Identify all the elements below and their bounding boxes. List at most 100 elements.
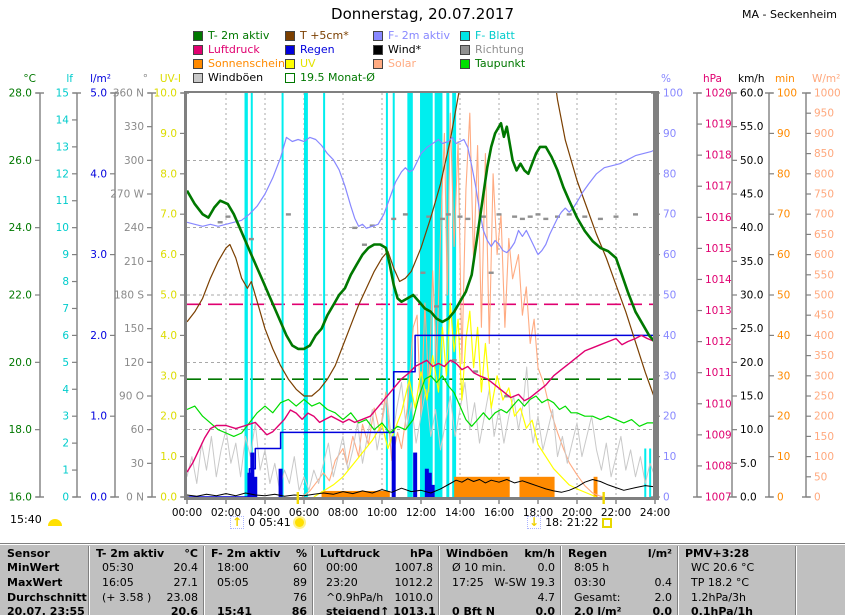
axis-tick-label: 650 [814,229,834,241]
axis-tick-label: 180 S [114,290,144,302]
axis-tick-label: 1009 [705,429,732,441]
axis-tick-label: 210 [124,256,144,268]
axis-tick-label: 20.0 [9,357,32,369]
axis-tick-label: 1015 [705,243,732,255]
sunrise-time: 05:41 [259,516,291,529]
axis-tick-label: 2.0 [90,330,107,342]
series-span-leaf-wetness [452,93,457,497]
col-header-5: Regen l/m² [560,546,677,561]
series-bar-rain-bars [253,476,258,497]
table-cell: TP 18.2 °C [677,575,795,590]
legend-item-taupunkt: Taupunkt [460,58,525,70]
axis-tick-label: 11 [56,195,69,207]
legend-item-regen: Regen [285,44,335,56]
x-tick-label: 00:00 [172,507,202,519]
axis-tick-label: 1000 [814,88,841,100]
table-cell: 05:30 20.4 [88,560,203,576]
axis-tick-label: 25.0 [740,323,763,335]
axis-tick-label: 10.0 [740,424,763,436]
axis-tick-label: 45.0 [740,189,763,201]
series-uv [313,302,597,497]
series-dot-wind-direction [352,226,358,230]
series-dot-wind-direction [445,213,451,216]
legend-label: F- Blatt [475,29,515,42]
series-span-sunshine [321,490,390,497]
table-cell-spare [795,604,845,615]
table-cell: Ø 10 min. 0.0 [438,560,560,576]
axis-tick-label: 360 N [113,88,144,100]
legend-label: T +5cm* [300,29,349,42]
col-header-4: Windböen km/h [438,546,560,561]
series-dot-wind-direction [504,395,510,398]
table-cell: 17:25 W-SW 19.3 [438,575,560,590]
sunset-time: 21:22 [566,516,599,529]
series-dot-wind-direction [480,215,486,218]
axis-tick-label: 1.0 [160,451,177,463]
axis-lm2: 0.0 1.0 2.0 3.0 4.0 5.0 l/m² [90,73,119,504]
axis-tick-label: 35.0 [740,256,763,268]
table-cell: 00:00 1007.8 [312,560,438,576]
series-span-sunshine [593,476,598,497]
series-line-humidity-2m [187,136,655,256]
axis-tick-label: 100 [777,88,797,100]
day-length-value: 15:40 [10,513,42,526]
axis-tick-label: 4 [62,384,69,396]
axis-tick-label: 22.0 [9,290,32,302]
series-line-temp-2m [187,122,655,351]
axis-tick-label: 4.0 [90,168,107,180]
series-dot-wind-direction [248,237,254,241]
axis-unit-label: l/m² [90,73,111,85]
row-label: MinWert [7,561,60,575]
axis-unit-label: W/m² [812,73,840,85]
series-span-leaf-wetness [385,93,388,497]
series-span-leaf-wetness [250,93,253,497]
axis-tick-label: 0.0 [160,492,177,504]
axis-degC: 16.0 18.0 20.0 22.0 24.0 26.0 28.0 °C [9,73,44,504]
axis-tick-label: 1008 [705,460,732,472]
axis-tick-label: 9 [62,249,69,261]
series-bar-rain-bars [250,452,255,497]
axis-tick-label: 90 [663,128,676,140]
series-wind [187,478,655,497]
row-label: Durchschnitt [7,590,87,604]
axis-tick-label: 240 [124,222,144,234]
axis-tick-label: 900 [814,128,834,140]
axis-tick-label: 300 [814,370,834,382]
axis-deg: 0 N 30 60 90 O 120 150 180 S 210 240 270 W 300 330 3… [110,73,156,504]
legend-label: Taupunkt [475,57,526,70]
axis-unit-label: % [661,73,671,85]
x-tick-label: 22:00 [601,507,631,519]
moonrise-hour: 0 [248,516,256,529]
legend-item-richtung: Richtung [460,44,524,56]
axis-tick-label: 4.0 [160,330,177,342]
series-layer [187,93,655,497]
series-dot-wind-direction [535,213,541,216]
axis-tick-label: 60 [777,249,790,261]
legend-swatch [285,31,295,41]
series-solar [301,112,605,497]
series-span-sunshine [454,476,510,497]
axis-tick-label: 30.0 [740,290,763,302]
axis-tick-label: 150 [124,323,144,335]
legend-label: 19.5 Monat-Ø [300,71,375,84]
axis-tick-label: 600 [814,249,834,261]
x-tick-label: 20:00 [562,507,592,519]
series-dot-wind-direction [543,217,549,221]
axis-tick-label: 10.0 [154,88,177,100]
series-line-wind [187,478,655,497]
axis-tick-label: 10 [663,451,676,463]
legend-label: T- 2m aktiv [208,29,270,42]
series-dot-wind-direction [420,271,426,274]
axis-tick-label: 500 [814,290,834,302]
axis-tick-label: 2.0 [160,411,177,423]
series-dot-wind-direction [457,215,463,218]
legend-item-sonnenschein: Sonnenschein [193,58,285,70]
series-line-uv [313,302,597,497]
axis-tick-label: 3.0 [160,370,177,382]
legend-label: Windböen [208,71,264,84]
axis-unit-label: ° [143,73,148,85]
axis-tick-label: 7.0 [160,209,177,221]
axis-tick-label: 40.0 [740,222,763,234]
axis-tick-label: 26.0 [9,155,32,167]
axis-tick-label: 90 O [119,391,144,403]
